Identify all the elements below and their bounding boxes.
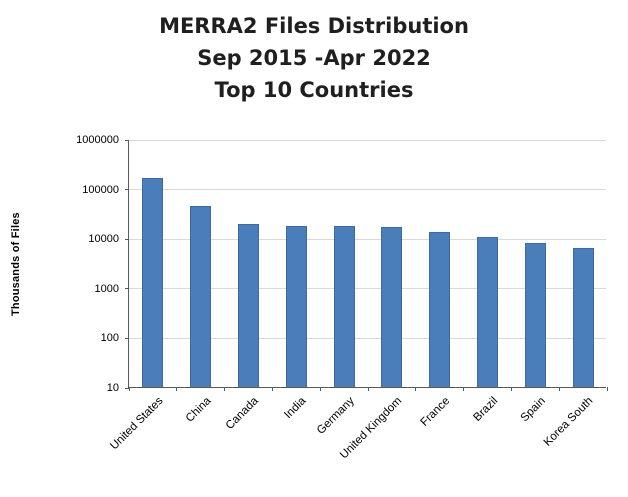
y-tick-mark xyxy=(125,337,129,339)
y-tick-mark xyxy=(125,189,129,191)
y-tick-label: 10000 xyxy=(88,233,119,246)
x-axis-label: Germany xyxy=(314,395,357,437)
bar-india xyxy=(285,225,307,387)
x-axis-label: India xyxy=(282,395,309,422)
y-gridline xyxy=(129,238,606,240)
y-tick-mark xyxy=(125,387,129,389)
x-axis-label: China xyxy=(183,395,214,425)
x-axis-label: France xyxy=(418,395,453,429)
x-tick-mark xyxy=(510,387,512,391)
x-tick-mark xyxy=(415,387,417,391)
y-gridline xyxy=(129,139,606,141)
x-axis-label: Canada xyxy=(224,395,261,432)
x-tick-mark xyxy=(271,387,273,391)
x-tick-mark xyxy=(463,387,465,391)
x-tick-mark xyxy=(558,387,560,391)
chart-title: MERRA2 Files Distribution Sep 2015 -Apr … xyxy=(0,10,628,106)
y-tick-label: 1000 xyxy=(94,282,119,295)
x-axis-label: Korea South xyxy=(541,395,596,449)
x-tick-mark xyxy=(128,387,130,391)
y-gridline xyxy=(129,288,606,290)
x-axis-label: Spain xyxy=(518,395,548,425)
y-tick-mark xyxy=(125,139,129,141)
chart-title-line-2: Sep 2015 -Apr 2022 xyxy=(197,46,431,70)
x-tick-mark xyxy=(224,387,226,391)
bar-united-kingdom xyxy=(381,226,403,387)
x-axis-label: Brazil xyxy=(471,395,500,424)
y-gridline xyxy=(129,337,606,339)
bar-china xyxy=(190,205,212,387)
plot-area: 10 100 1000 10000 100000 1000000 United States… xyxy=(76,134,608,461)
x-tick-mark xyxy=(319,387,321,391)
bar-france xyxy=(429,231,451,387)
y-tick-mark xyxy=(125,288,129,290)
y-tick-label: 10 xyxy=(106,382,119,394)
bar-germany xyxy=(333,225,355,387)
bar-canada xyxy=(238,224,259,387)
y-axis-title: Thousands of Files xyxy=(10,212,22,316)
x-tick-mark xyxy=(176,387,178,391)
y-tick-mark xyxy=(125,238,129,240)
y-tick-label: 1000000 xyxy=(76,134,119,146)
x-tick-mark xyxy=(367,387,369,391)
bar-united-states xyxy=(142,178,164,387)
bar-brazil xyxy=(477,237,498,387)
bar-korea-south xyxy=(572,248,594,387)
x-axis-label: United States xyxy=(108,395,166,453)
y-tick-label: 100000 xyxy=(82,183,119,196)
chart-title-line-1: MERRA2 Files Distribution xyxy=(159,14,469,38)
y-gridline xyxy=(129,189,606,191)
x-tick-mark xyxy=(606,387,608,391)
bar-spain xyxy=(524,243,546,387)
y-tick-label: 100 xyxy=(100,332,119,345)
chart-title-line-3: Top 10 Countries xyxy=(214,78,414,102)
